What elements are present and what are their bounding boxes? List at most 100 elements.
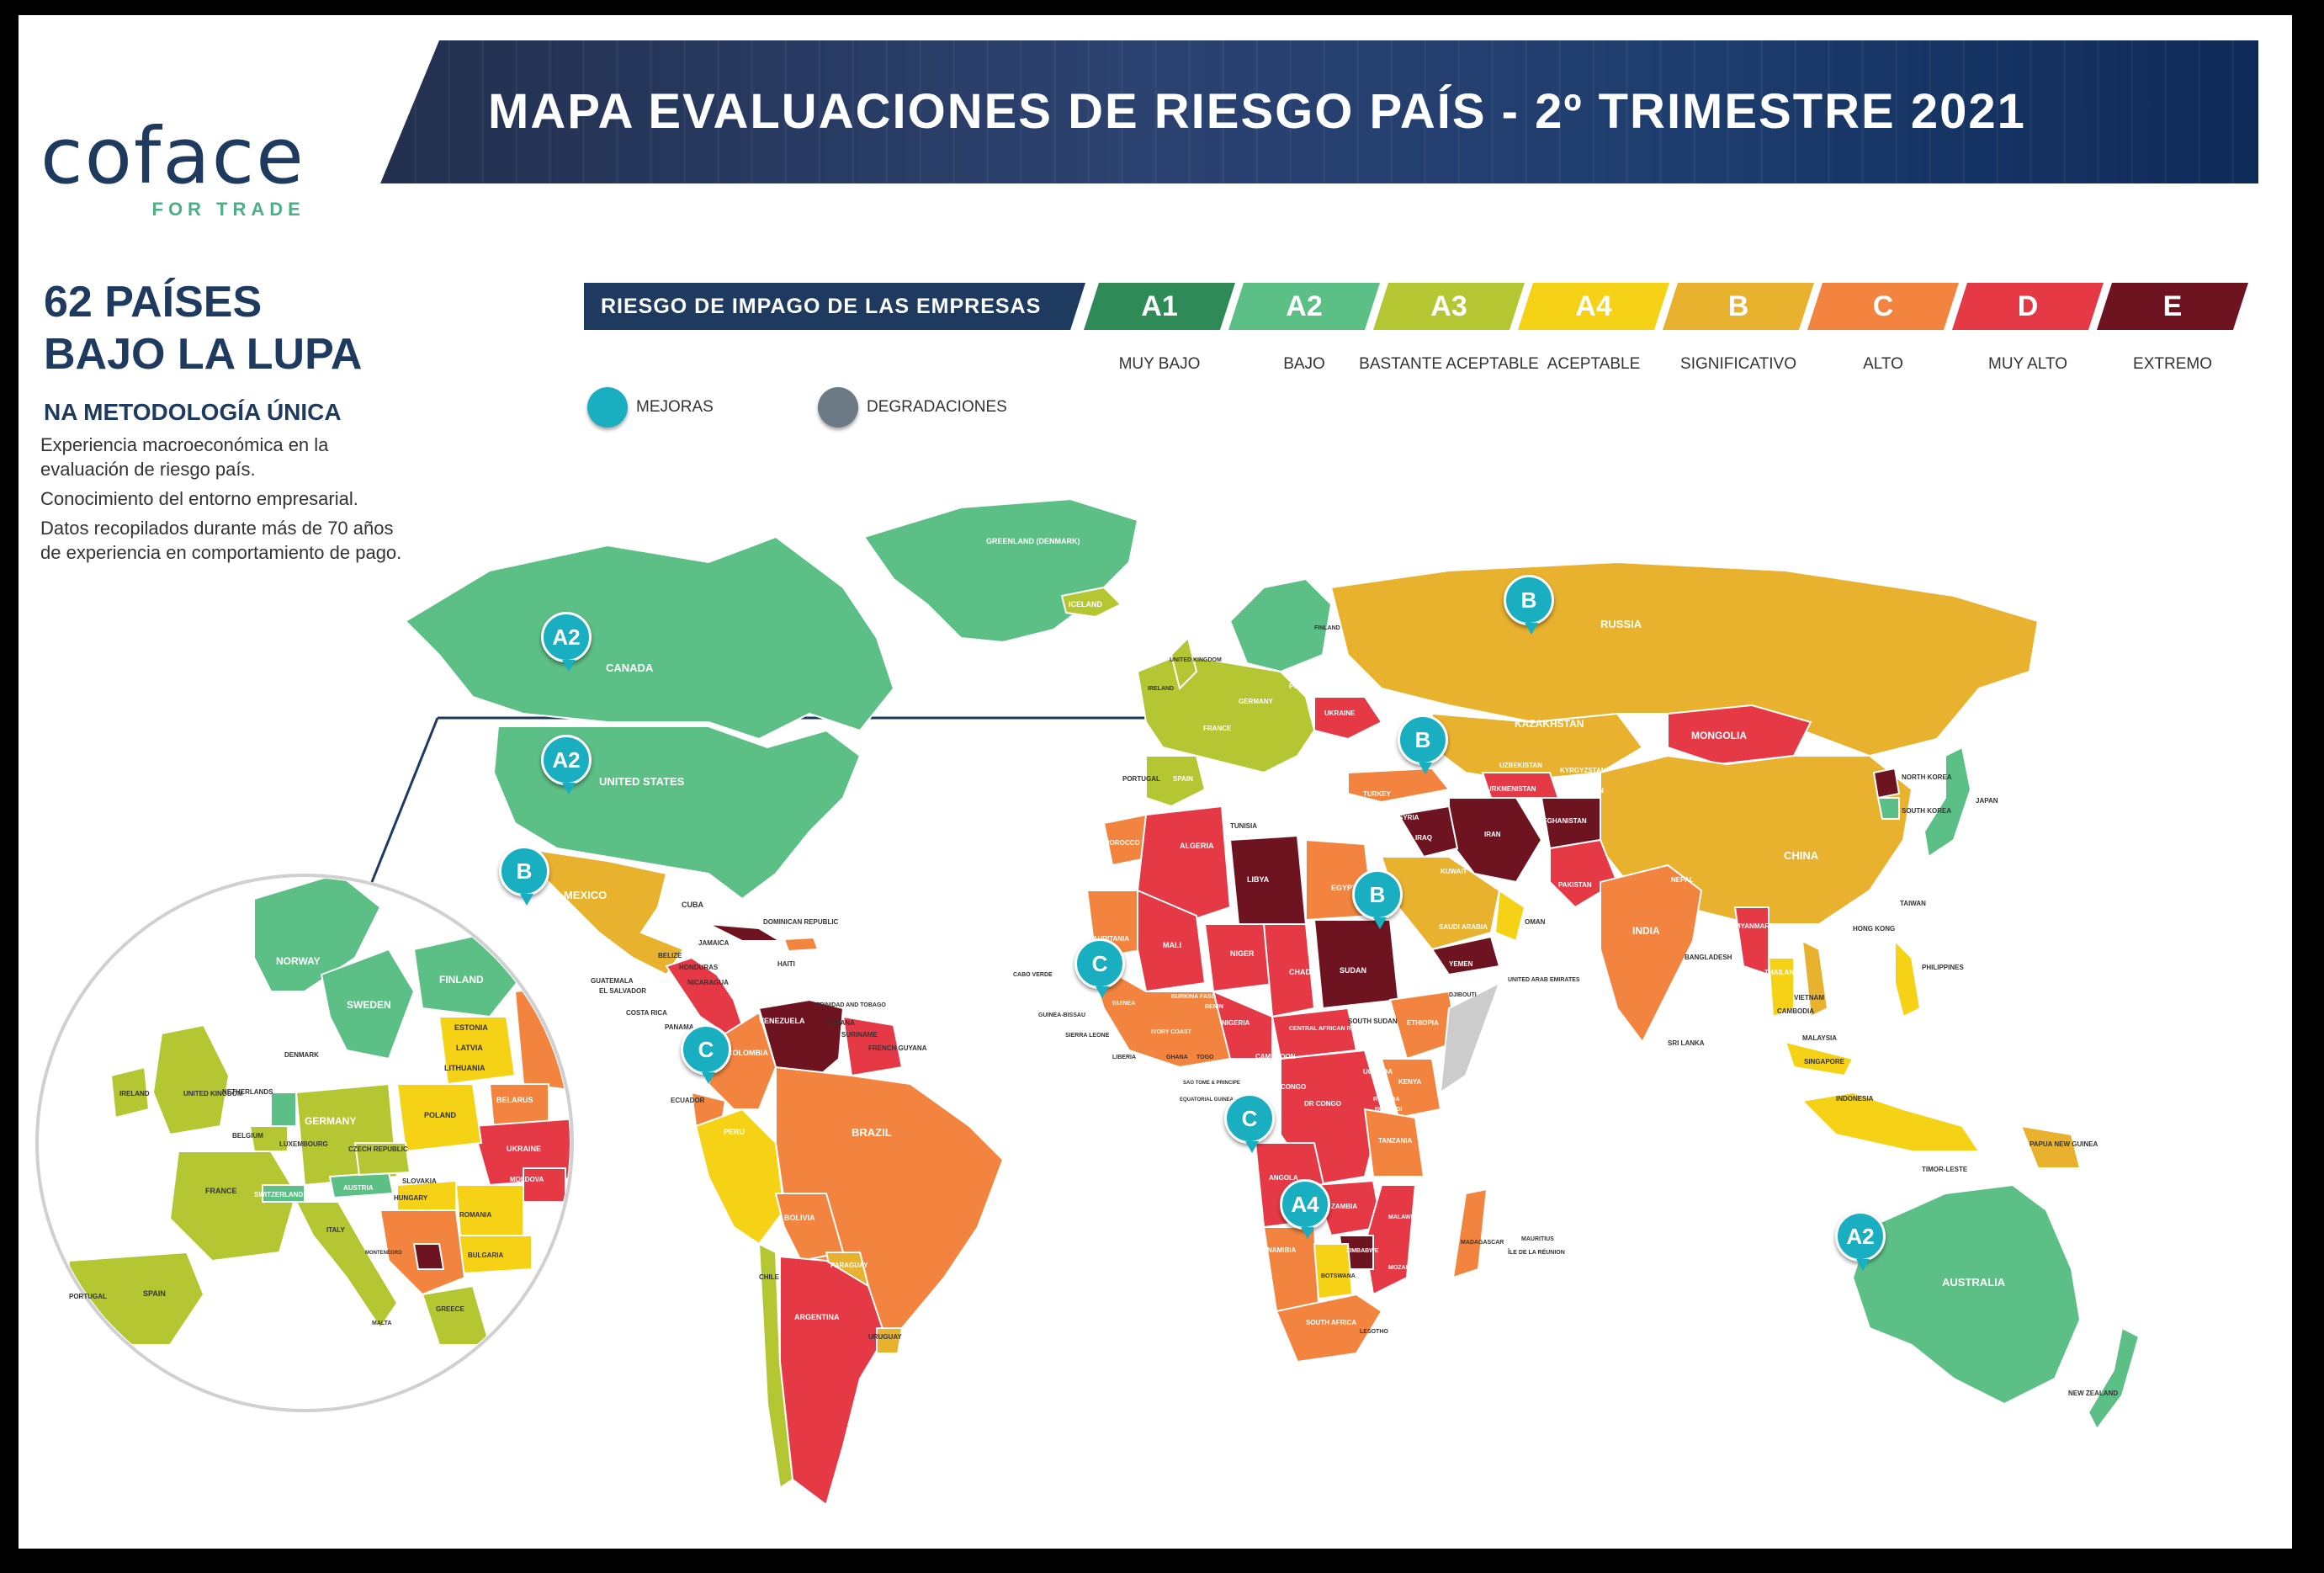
zoom-label-finland: FINLAND [439, 974, 484, 986]
legend-improvements: MEJORAS [587, 387, 714, 428]
zoom-label-hungary: HUNGARY [394, 1194, 428, 1202]
label-ethiopia: ETHIOPIA [1407, 1019, 1439, 1027]
rating-marker-senegal[interactable]: C [1074, 938, 1125, 998]
legend-label-d: MUY ALTO [1988, 355, 2067, 373]
legend-label-a2: BAJO [1283, 355, 1325, 373]
label-afghanistan: AFGHANISTAN [1538, 817, 1587, 825]
label-iraq: IRAQ [1415, 834, 1432, 842]
legend-item-a2: A2 BAJO [1228, 283, 1380, 373]
legend-downgrades: DEGRADACIONES [818, 387, 1007, 428]
zoom-label-belgium: BELGIUM [232, 1132, 263, 1140]
label-oman: OMAN [1525, 918, 1546, 926]
label-nepal: NEPAL [1671, 876, 1694, 884]
label-zambia: ZAMBIA [1331, 1203, 1357, 1210]
rating-marker-canada[interactable]: A2 [541, 612, 592, 672]
label-myanmar: MYANMAR [1735, 922, 1770, 930]
zoom-label-france: FRANCE [205, 1187, 237, 1195]
label-russia: RUSSIA [1600, 618, 1642, 630]
zoom-label-norway: NORWAY [276, 955, 321, 967]
zoom-ireland [109, 1065, 151, 1119]
label-uae: UNITED ARAB EMIRATES [1508, 977, 1580, 983]
legend-title: RIESGO DE IMPAGO DE LAS EMPRESAS [584, 283, 1085, 330]
zoom-montenegro-dark [412, 1243, 445, 1270]
country-guyana [841, 1015, 904, 1077]
label-guinea: GUINEA [1112, 1001, 1135, 1007]
label-drc: DR CONGO [1304, 1100, 1341, 1108]
label-ssudan: SOUTH SUDAN [1348, 1018, 1398, 1025]
country-botswana [1313, 1243, 1354, 1300]
label-salvador: EL SALVADOR [599, 987, 646, 995]
label-ukraine-main: UKRAINE [1324, 709, 1356, 717]
label-bolivia: BOLIVIA [784, 1214, 815, 1222]
label-finland-main: FINLAND [1314, 625, 1340, 631]
country-algeria [1136, 805, 1232, 926]
country-thailand [1767, 957, 1795, 1018]
label-mauritania: MAURITANIA [1087, 935, 1129, 943]
zoom-label-lithuania: LITHUANIA [444, 1064, 485, 1072]
label-rwanda: RWANDA [1373, 1097, 1399, 1103]
rating-marker-saudi[interactable]: B [1352, 869, 1403, 929]
country-bolivia [774, 1193, 845, 1262]
label-skorea: SOUTH KOREA [1902, 807, 1951, 815]
legend-item-b: B SIGNIFICATIVO [1663, 283, 1814, 373]
bullet-item: Conocimiento del entorno empresarial. [40, 488, 358, 509]
label-turkey: TURKEY [1363, 790, 1392, 798]
improvement-label: MEJORAS [636, 398, 714, 416]
label-mauritius: MAURITIUS [1521, 1236, 1554, 1242]
methodology-bullets: Experiencia macroeconómica en la evaluac… [40, 433, 402, 570]
country-canada [404, 535, 895, 741]
country-india [1600, 864, 1703, 1044]
label-caboverde: CABO VERDE [1013, 972, 1053, 978]
rating-marker-turkey[interactable]: B [1398, 715, 1448, 774]
label-cambodia: CAMBODIA [1777, 1007, 1814, 1015]
country-vietnam [1801, 939, 1829, 1018]
rating-marker-drc[interactable]: C [1224, 1093, 1275, 1153]
label-egypt: EGYPT [1331, 884, 1357, 892]
rating-marker-mexico[interactable]: B [499, 846, 549, 906]
label-uzbekistan: UZBEKISTAN [1499, 762, 1542, 769]
legend-item-a1: A1 MUY BAJO [1084, 283, 1235, 373]
label-tajikistan: TAJIKISTAN [1565, 787, 1604, 794]
country-chad [1262, 923, 1316, 1018]
label-morocco: MOROCCO [1104, 839, 1140, 847]
country-scandinavia [1228, 577, 1333, 673]
zoom-label-moldova: MOLDOVA [510, 1176, 544, 1183]
zoom-czech [353, 1142, 411, 1177]
label-eritrea: ERITREA [1405, 972, 1435, 980]
legend-swatch-a3: A3 [1373, 283, 1525, 330]
country-north-korea [1872, 767, 1901, 800]
rating-marker-botswana[interactable]: A4 [1280, 1179, 1330, 1239]
label-australia: AUSTRALIA [1942, 1276, 2006, 1289]
zoom-label-bulgaria: BULGARIA [468, 1251, 503, 1259]
label-canada: CANADA [606, 662, 654, 674]
country-spain-main [1145, 755, 1207, 808]
zoom-label-austria: AUSTRIA [343, 1184, 374, 1192]
label-malaysia: MALAYSIA [1802, 1034, 1837, 1042]
label-cuba: CUBA [682, 901, 703, 909]
country-myanmar [1733, 906, 1770, 976]
label-southafrica: SOUTH AFRICA [1306, 1319, 1356, 1326]
label-thailand: THAILAND [1764, 969, 1799, 976]
country-malaysia [1784, 1040, 1854, 1077]
zoom-label-netherlands: NETHERLANDS [222, 1088, 273, 1096]
label-kyrgyzstan: KYRGYZSTAN [1560, 767, 1606, 774]
country-mexico [521, 847, 685, 976]
rating-marker-russia[interactable]: B [1504, 575, 1554, 635]
label-taiwan: TAIWAN [1900, 900, 1926, 907]
label-kazakhstan: KAZAKHSTAN [1515, 718, 1584, 730]
zoom-belgium [248, 1125, 289, 1152]
label-niger: NIGER [1230, 949, 1255, 958]
label-germany-main: GERMANY [1239, 698, 1274, 705]
rating-marker-colombia[interactable]: C [681, 1024, 731, 1084]
legend-swatch-a1: A1 [1084, 283, 1235, 330]
rating-marker-australia[interactable]: A2 [1835, 1211, 1886, 1271]
label-france-main: FRANCE [1203, 725, 1232, 732]
label-costarica: COSTA RICA [626, 1009, 667, 1017]
page-title: MAPA EVALUACIONES DE RIESGO PAÍS - 2º TR… [488, 84, 2026, 139]
label-singapore: SINGAPORE [1804, 1058, 1845, 1065]
rating-marker-usa[interactable]: A2 [541, 735, 592, 794]
country-new-zealand [2087, 1326, 2141, 1431]
label-zimbabwe: ZIMBABWE [1346, 1248, 1379, 1254]
label-portugal-main: PORTUGAL [1122, 775, 1160, 783]
label-venezuela: VENEZUELA [759, 1017, 805, 1025]
